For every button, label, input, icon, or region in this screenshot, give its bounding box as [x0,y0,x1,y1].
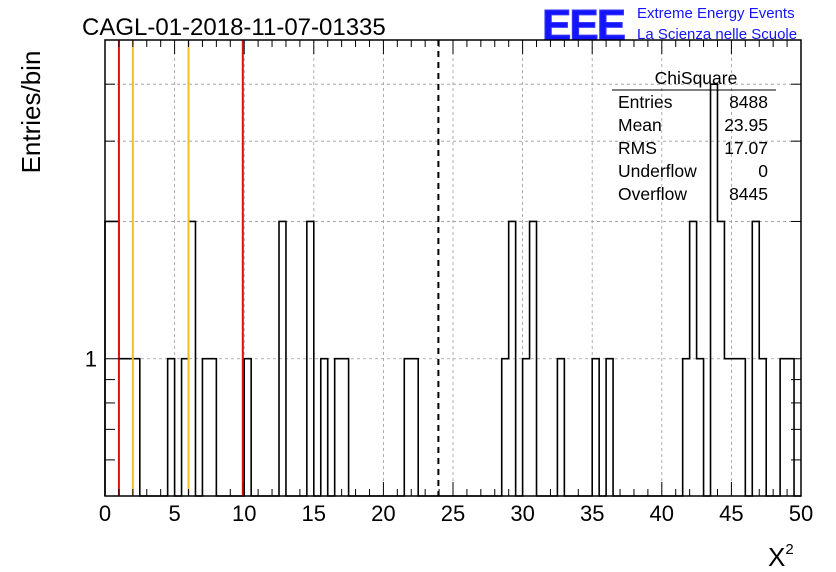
x-tick-label: 15 [302,501,326,526]
histogram-bin [697,359,704,496]
histogram-bin [509,221,516,496]
y-axis-label: Entries/bin [16,51,46,174]
stats-row-value: 8488 [729,92,768,112]
x-tick-label: 45 [719,501,743,526]
histogram-bin [321,359,328,496]
histogram-bin [168,359,175,496]
histogram-bin [411,359,418,496]
histogram-bin [119,359,126,496]
histogram-bin [342,359,349,496]
histogram-bin [502,359,509,496]
histogram-bin [307,221,314,496]
x-tick-label: 50 [789,501,813,526]
stats-box: ChiSquare Entries 8488 Mean 23.95 RMS 17.07 Und… [612,68,776,204]
histogram-bin [189,221,196,496]
histogram-bin [724,359,731,496]
x-tick-label: 35 [580,501,604,526]
x-axis-label: X2 [768,541,794,572]
histogram-bin [523,359,530,496]
histogram-bin [592,359,599,496]
histogram-bin [557,359,564,496]
stats-row-value: 17.07 [724,138,768,158]
histogram-bin [335,359,342,496]
x-tick-label: 20 [371,501,395,526]
histogram-bin [279,221,286,496]
x-tick-label: 30 [510,501,534,526]
brand-logo: EEE [542,1,625,50]
brand-line-2: La Scienza nelle Scuole [637,26,797,43]
histogram-bin [182,359,189,496]
x-axis-label-superscript: 2 [785,541,793,558]
histogram-bin [717,221,724,496]
chart-title: CAGL-01-2018-11-07-01335 [82,14,386,41]
stats-row-value: 23.95 [724,115,768,135]
stats-row-value: 0 [758,161,768,181]
histogram-bin [683,359,690,496]
tick-labels: 0 5 10 15 20 25 30 35 40 45 50 1 [85,347,813,526]
axis-ticks [104,40,802,496]
histogram-bin [209,359,216,496]
stats-row-label: Entries [618,92,673,112]
histogram-bin [133,359,140,496]
histogram-bin [738,359,745,496]
brand-block: EEE Extreme Energy Events La Scienza nel… [542,1,798,51]
histogram-bin [731,359,738,496]
histogram-bin [759,359,766,496]
stats-row-label: Overflow [618,184,687,204]
stats-row-label: Underflow [618,161,697,181]
histogram-bin [752,221,759,496]
x-tick-label: 40 [650,501,674,526]
histogram-bin [690,221,697,496]
histogram-bin [126,359,133,496]
histogram-bin [244,359,251,496]
x-tick-label: 25 [441,501,465,526]
stats-box-title: ChiSquare [655,68,738,88]
y-tick-label: 1 [85,347,97,372]
histogram-bin [606,359,613,496]
stats-row-label: RMS [618,138,657,158]
histogram-bins [104,83,801,497]
histogram-bin [530,221,537,496]
x-tick-label: 0 [99,501,111,526]
histogram-bin [404,359,411,496]
brand-line-1: Extreme Energy Events [637,5,795,22]
x-axis-label-base: X [768,542,785,572]
histogram-bin [711,84,718,496]
x-tick-label: 10 [232,501,256,526]
stats-row-value: 8445 [729,184,768,204]
stats-row-label: Mean [618,115,662,135]
histogram-bin [780,359,787,496]
reference-lines [117,40,440,496]
x-tick-label: 5 [168,501,180,526]
histogram-bin [202,359,209,496]
